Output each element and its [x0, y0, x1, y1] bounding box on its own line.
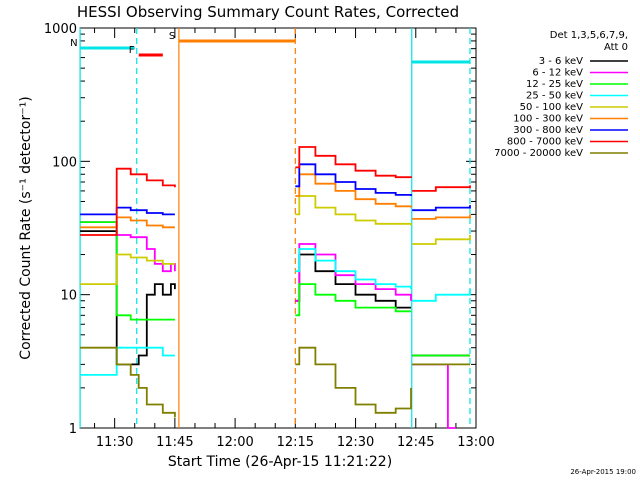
series-line [80, 221, 470, 357]
legend-entry-label: 800 - 7000 keV [507, 137, 583, 148]
legend-entry-label: 300 - 800 keV [513, 125, 583, 136]
flag-label: N [70, 38, 77, 49]
x-tick-label: 12:00 [216, 435, 253, 450]
legend-entry-label: 100 - 300 keV [513, 114, 583, 125]
x-tick-label: 12:30 [337, 435, 374, 450]
footer-timestamp: 26-Apr-2015 19:00 [570, 468, 636, 476]
legend-header-detectors: Det 1,3,5,6,7,9, [550, 30, 628, 41]
legend-entry-label: 6 - 12 keV [532, 68, 583, 79]
y-tick-label: 10 [60, 289, 77, 304]
series-line [80, 346, 470, 418]
series-layer [80, 146, 471, 429]
chart-title: HESSI Observing Summary Count Rates, Cor… [77, 3, 459, 21]
x-tick-label: 13:00 [457, 435, 494, 450]
legend-header-attenuator: Att 0 [604, 42, 628, 53]
series-line [80, 195, 471, 285]
flag-label: F [129, 45, 135, 56]
x-tick-label: 11:45 [156, 435, 193, 450]
series-line [80, 146, 471, 236]
marker-layer [79, 28, 471, 428]
y-tick-label: 1000 [44, 22, 77, 37]
legend-entry-label: 7000 - 20000 keV [494, 148, 583, 159]
flag-label: S [169, 31, 175, 42]
legend-entry-label: 25 - 50 keV [526, 91, 583, 102]
y-axis-label: Corrected Count Rate (s⁻¹ detector⁻¹) [18, 96, 34, 359]
series-line [80, 248, 471, 376]
y-tick-label: 100 [52, 155, 77, 170]
x-tick-label: 12:45 [397, 435, 434, 450]
plot-area [79, 27, 477, 429]
y-tick-label: 1 [69, 422, 77, 437]
x-tick-label: 12:15 [277, 435, 314, 450]
legend-entry-label: 3 - 6 keV [539, 56, 583, 67]
tick-layer: 11:30 11:45 12:00 12:15 12:30 12:45 13:00 1 10 10… [44, 22, 495, 450]
x-axis-label: Start Time (26-Apr-15 11:21:22) [168, 454, 392, 470]
legend-entry-label: 12 - 25 keV [526, 79, 583, 90]
x-tick-label: 11:30 [96, 435, 133, 450]
legend-entry-label: 50 - 100 keV [520, 102, 584, 113]
flag-layer: S N F [70, 31, 470, 64]
